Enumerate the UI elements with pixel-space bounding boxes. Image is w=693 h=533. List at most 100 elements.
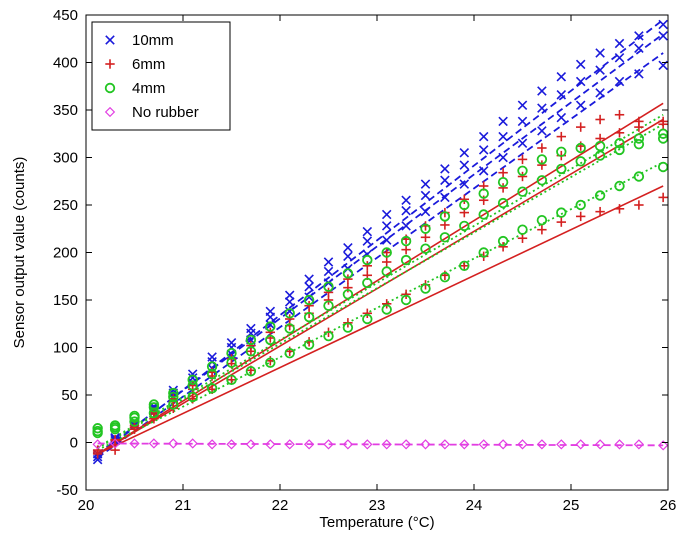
data-point: [420, 206, 431, 217]
data-point: [226, 374, 237, 386]
marker-circle: [614, 138, 625, 149]
x-tick-label: 21: [175, 497, 192, 514]
data-point: [323, 257, 334, 267]
data-point: [556, 439, 567, 450]
data-point: [478, 145, 489, 155]
marker-circle: [303, 294, 315, 306]
data-point: [420, 232, 431, 242]
data-point: [420, 283, 431, 294]
data-point: [187, 438, 198, 449]
data-point: [537, 86, 547, 96]
data-point: [92, 427, 103, 439]
marker-circle: [657, 128, 669, 139]
data-point: [537, 143, 547, 153]
marker-circle: [303, 339, 315, 350]
marker-diamond: [536, 439, 548, 450]
marker-stroke: [634, 43, 644, 54]
marker-circle: [148, 407, 160, 419]
data-point: [459, 260, 470, 272]
data-point: [382, 299, 392, 309]
marker-stroke: [478, 166, 489, 176]
data-point: [517, 100, 528, 111]
data-point: [245, 439, 257, 450]
marker-stroke: [343, 242, 353, 253]
marker-circle: [614, 180, 625, 192]
data-point: [536, 175, 548, 186]
data-point: [265, 312, 276, 322]
fit-line-2-1: [97, 123, 664, 449]
marker-stroke: [440, 164, 450, 174]
data-point: [303, 294, 315, 306]
marker-stroke: [265, 312, 276, 322]
data-point: [517, 224, 528, 235]
marker-circle: [265, 334, 276, 346]
marker-circle: [284, 348, 295, 359]
data-point: [497, 176, 509, 188]
marker-stroke: [537, 103, 547, 113]
data-point: [129, 412, 140, 424]
marker-circle: [657, 133, 669, 144]
marker-circle: [381, 266, 392, 277]
marker-diamond: [381, 439, 392, 450]
marker-diamond: [104, 106, 116, 118]
marker-circle: [284, 308, 295, 319]
axes: 20 21 22 23 24 25 26 -50 0 50 100 150 200 250 300 350 40…: [53, 7, 676, 514]
data-point: [420, 223, 431, 234]
data-point: [342, 289, 354, 300]
data-point: [420, 243, 431, 254]
y-tick-label: 350: [53, 102, 78, 119]
data-point: [323, 281, 334, 292]
data-point: [362, 277, 373, 289]
y-axis-title: Sensor output value (counts): [11, 157, 28, 349]
marker-circle: [594, 150, 606, 161]
data-point: [537, 126, 547, 136]
data-point: [536, 154, 548, 165]
marker-circle: [459, 199, 470, 211]
data-point: [148, 438, 160, 449]
marker-stroke: [284, 297, 295, 307]
data-point: [595, 65, 605, 75]
marker-stroke: [595, 65, 605, 75]
marker-stroke: [440, 175, 450, 186]
marker-circle: [168, 399, 179, 410]
legend-item: 4mm: [104, 80, 165, 97]
data-point: [401, 221, 411, 231]
marker-circle: [536, 175, 548, 186]
marker-stroke: [478, 145, 489, 155]
data-point: [284, 297, 295, 307]
marker-diamond: [226, 439, 237, 450]
data-point: [401, 205, 411, 216]
data-point: [594, 150, 606, 161]
marker-circle: [226, 357, 237, 368]
data-point: [517, 186, 528, 197]
marker-diamond: [614, 439, 625, 450]
marker-circle: [206, 361, 218, 372]
data-point: [440, 192, 450, 203]
marker-stroke: [595, 48, 605, 58]
y-tick-label: 250: [53, 197, 78, 214]
y-tick-label: 450: [53, 7, 78, 24]
data-point: [187, 374, 198, 386]
marker-circle: [284, 323, 295, 334]
data-point: [459, 160, 470, 170]
marker-diamond: [284, 439, 295, 450]
data-point: [148, 407, 160, 419]
fit-line-0-1: [97, 33, 664, 455]
data-point: [400, 439, 412, 450]
data-point: [420, 190, 431, 201]
marker-diamond: [459, 439, 470, 450]
data-point: [556, 207, 567, 218]
marker-stroke: [658, 31, 668, 41]
marker-circle: [187, 374, 198, 386]
legend-label: 4mm: [132, 80, 165, 97]
marker-circle: [575, 199, 586, 211]
data-point: [556, 112, 567, 123]
marker-circle: [633, 138, 645, 150]
marker-stroke: [265, 319, 276, 330]
marker-stroke: [517, 116, 528, 127]
marker-circle: [420, 283, 431, 294]
marker-stroke: [323, 266, 334, 277]
y-tick-label: 0: [70, 435, 78, 452]
